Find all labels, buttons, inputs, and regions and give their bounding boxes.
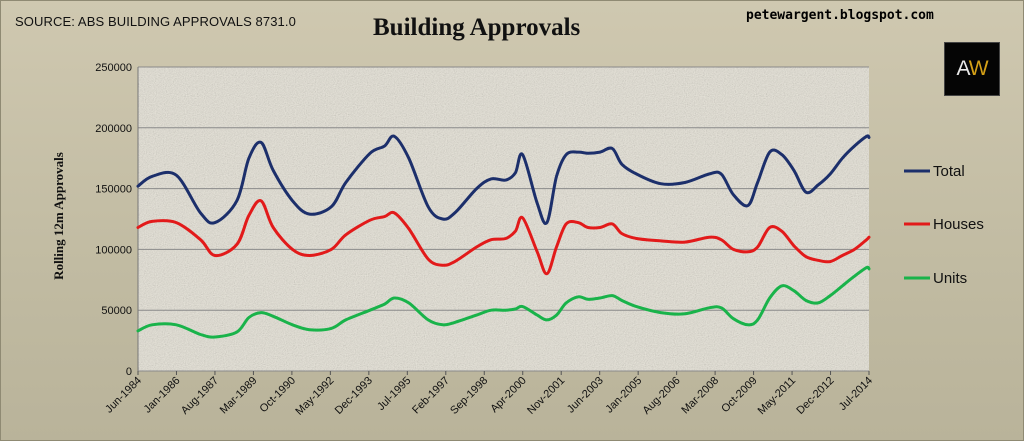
x-tick-label: Aug-1987 bbox=[179, 375, 221, 417]
series-line-houses bbox=[136, 199, 871, 276]
x-tick-label: May-1992 bbox=[293, 375, 336, 418]
source-note: SOURCE: ABS BUILDING APPROVALS 8731.0 bbox=[15, 14, 296, 29]
y-axis-label: Rolling 12m Approvals bbox=[51, 152, 66, 280]
x-tick-label: Jul-2014 bbox=[837, 375, 875, 413]
gridlines bbox=[137, 66, 869, 372]
logo-letter-w: W bbox=[968, 57, 989, 80]
blog-url: petewargent.blogspot.com bbox=[746, 8, 934, 23]
x-tick-label: Jun-1984 bbox=[103, 375, 144, 416]
x-tick-label: Jul-1995 bbox=[375, 375, 413, 413]
x-tick-label: Oct-2009 bbox=[719, 375, 759, 415]
x-tick-label: Jan-2005 bbox=[603, 375, 644, 416]
series-line-units bbox=[136, 265, 871, 339]
x-tick-label: Oct-1990 bbox=[258, 375, 298, 415]
y-tick-label: 0 bbox=[126, 366, 132, 378]
y-tick-label: 150000 bbox=[95, 184, 132, 196]
x-tick-label: Dec-1993 bbox=[333, 375, 375, 417]
x-tick-label: Apr-2000 bbox=[488, 375, 528, 415]
x-tick-label: Mar-1989 bbox=[218, 375, 260, 417]
x-tick-label: Dec-2012 bbox=[794, 375, 836, 417]
aw-logo: AW bbox=[944, 42, 1000, 96]
chart-title: Building Approvals bbox=[373, 14, 581, 41]
logo-letter-a: A bbox=[956, 57, 969, 80]
x-tick-label: Jan-1986 bbox=[142, 375, 183, 416]
x-tick-label: Aug-2006 bbox=[641, 375, 683, 417]
x-tick-label: Jun-2003 bbox=[565, 375, 606, 416]
x-tick-label: Sep-1998 bbox=[448, 375, 490, 417]
plot-area bbox=[138, 67, 869, 371]
series-lines bbox=[136, 134, 871, 339]
y-axis-ticks: 0 50000 100000 150000 200000 250000 bbox=[95, 62, 132, 378]
x-tick-label: Feb-1997 bbox=[410, 375, 452, 417]
x-axis-ticks: Jun-1984Jan-1986Aug-1987Mar-1989Oct-1990… bbox=[103, 371, 875, 418]
y-tick-label: 50000 bbox=[101, 305, 132, 317]
y-tick-label: 250000 bbox=[95, 62, 132, 74]
x-tick-label: Nov-2001 bbox=[525, 375, 567, 417]
y-tick-label: 100000 bbox=[95, 244, 132, 256]
legend: Total Houses Units bbox=[904, 163, 984, 287]
x-tick-label: May-2011 bbox=[756, 375, 799, 418]
legend-label-houses: Houses bbox=[933, 216, 984, 233]
legend-label-units: Units bbox=[933, 270, 967, 287]
legend-label-total: Total bbox=[933, 163, 965, 180]
y-tick-label: 200000 bbox=[95, 123, 132, 135]
x-tick-label: Mar-2008 bbox=[679, 375, 721, 417]
series-line-total bbox=[136, 134, 871, 226]
